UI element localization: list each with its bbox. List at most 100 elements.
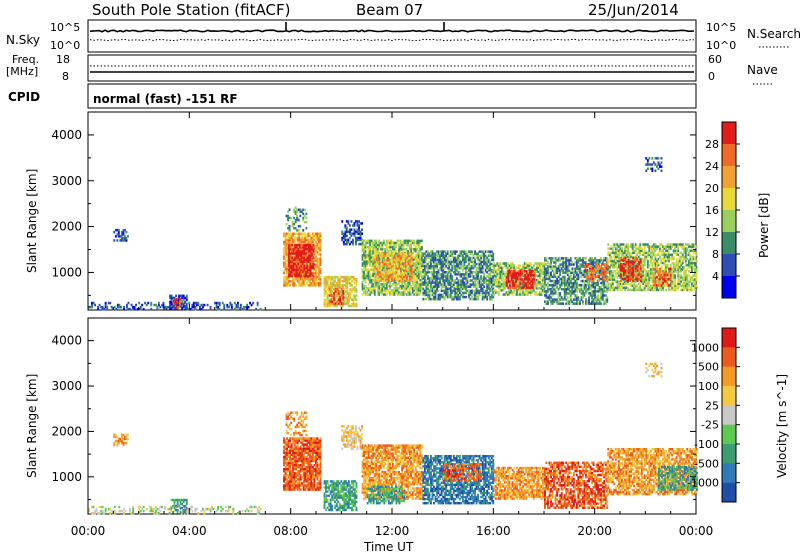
echo-cell bbox=[442, 260, 445, 264]
echo-cell bbox=[319, 267, 322, 271]
echo-cell bbox=[425, 293, 428, 297]
echo-cell bbox=[311, 277, 314, 281]
echo-cell bbox=[458, 291, 461, 295]
echo-cell bbox=[319, 238, 322, 242]
echo-cell bbox=[304, 254, 307, 257]
echo-cell bbox=[448, 264, 451, 268]
echo-cell bbox=[475, 262, 478, 266]
echo-cell bbox=[487, 250, 490, 253]
echo-cell bbox=[342, 236, 345, 240]
echo-cell bbox=[551, 279, 554, 283]
echo-cell bbox=[537, 270, 540, 274]
echo-cell bbox=[381, 247, 384, 251]
echo-cell bbox=[288, 266, 290, 270]
echo-cell bbox=[306, 262, 309, 266]
echo-cell bbox=[604, 283, 607, 287]
echo-cell bbox=[483, 295, 486, 299]
echo-cell bbox=[292, 284, 295, 287]
echo-cell bbox=[519, 276, 522, 279]
echo-cell bbox=[284, 284, 287, 287]
echo-cell bbox=[349, 296, 352, 299]
echo-cell bbox=[348, 232, 351, 235]
echo-cell bbox=[592, 269, 594, 272]
echo-cell bbox=[297, 260, 300, 263]
echo-cell bbox=[497, 283, 500, 286]
echo-cell bbox=[295, 250, 298, 253]
echo-cell bbox=[250, 303, 253, 307]
echo-cell bbox=[91, 303, 93, 307]
echo-cell bbox=[293, 280, 296, 283]
echo-cell bbox=[337, 280, 340, 283]
echo-cell bbox=[295, 270, 298, 274]
echo-cell bbox=[304, 244, 307, 247]
echo-cell bbox=[309, 260, 312, 263]
echo-cell bbox=[478, 291, 481, 295]
echo-cell bbox=[297, 244, 300, 247]
echo-cell bbox=[591, 259, 593, 262]
echo-cell bbox=[400, 277, 402, 280]
echo-cell bbox=[340, 302, 343, 305]
echo-cell bbox=[392, 275, 395, 278]
echo-cell bbox=[370, 280, 373, 284]
echo-cell bbox=[595, 271, 598, 274]
echo-cell bbox=[363, 274, 365, 278]
echo-cell bbox=[383, 252, 386, 256]
echo-cell bbox=[428, 252, 431, 255]
echo-cell bbox=[439, 297, 441, 301]
echo-cell bbox=[475, 256, 478, 260]
echo-cell bbox=[557, 296, 560, 299]
echo-cell bbox=[538, 272, 541, 276]
echo-cell bbox=[589, 283, 592, 287]
echo-cell bbox=[423, 297, 426, 301]
echo-cell bbox=[376, 291, 379, 294]
echo-cell bbox=[480, 281, 483, 284]
echo-cell bbox=[611, 278, 614, 281]
echo-cell bbox=[366, 241, 369, 245]
echo-cell bbox=[591, 257, 593, 260]
echo-cell bbox=[303, 246, 306, 249]
echo-cell bbox=[440, 260, 443, 264]
echo-cell bbox=[288, 229, 291, 232]
echo-cell bbox=[494, 289, 497, 292]
echo-cell bbox=[489, 297, 492, 301]
echo-cell bbox=[614, 274, 617, 277]
echo-cell bbox=[341, 284, 344, 287]
echo-cell bbox=[343, 277, 346, 281]
echo-cell bbox=[372, 258, 375, 261]
echo-cell bbox=[566, 302, 569, 305]
echo-cell bbox=[463, 260, 466, 264]
echo-cell bbox=[478, 264, 481, 268]
echo-cell bbox=[492, 281, 495, 284]
echo-cell bbox=[355, 277, 358, 281]
echo-cell bbox=[390, 285, 393, 288]
echo-cell bbox=[568, 302, 571, 305]
echo-cell bbox=[433, 264, 435, 268]
echo-cell bbox=[291, 258, 294, 261]
echo-cell bbox=[419, 280, 422, 284]
echo-cell bbox=[480, 258, 483, 262]
echo-cell bbox=[466, 283, 469, 286]
echo-cell bbox=[381, 293, 384, 296]
echo-cell bbox=[289, 252, 292, 255]
echo-cell bbox=[643, 255, 646, 259]
echo-cell bbox=[490, 293, 493, 297]
echo-cell bbox=[427, 250, 429, 253]
echo-cell bbox=[374, 261, 377, 264]
echo-cell bbox=[287, 214, 289, 218]
echo-cell bbox=[613, 286, 616, 290]
echo-cell bbox=[466, 254, 469, 257]
echo-cell bbox=[386, 258, 389, 262]
echo-cell bbox=[433, 275, 435, 278]
echo-cell bbox=[466, 266, 469, 270]
echo-cell bbox=[508, 264, 511, 267]
echo-cell bbox=[478, 283, 481, 286]
echo-cell bbox=[589, 285, 592, 289]
echo-cell bbox=[642, 272, 645, 275]
echo-cell bbox=[300, 250, 303, 253]
echo-cell bbox=[562, 302, 565, 305]
echo-cell bbox=[455, 293, 458, 297]
echo-cell bbox=[630, 284, 632, 288]
echo-cell bbox=[531, 268, 534, 271]
echo-cell bbox=[303, 254, 306, 257]
echo-cell bbox=[411, 289, 414, 292]
